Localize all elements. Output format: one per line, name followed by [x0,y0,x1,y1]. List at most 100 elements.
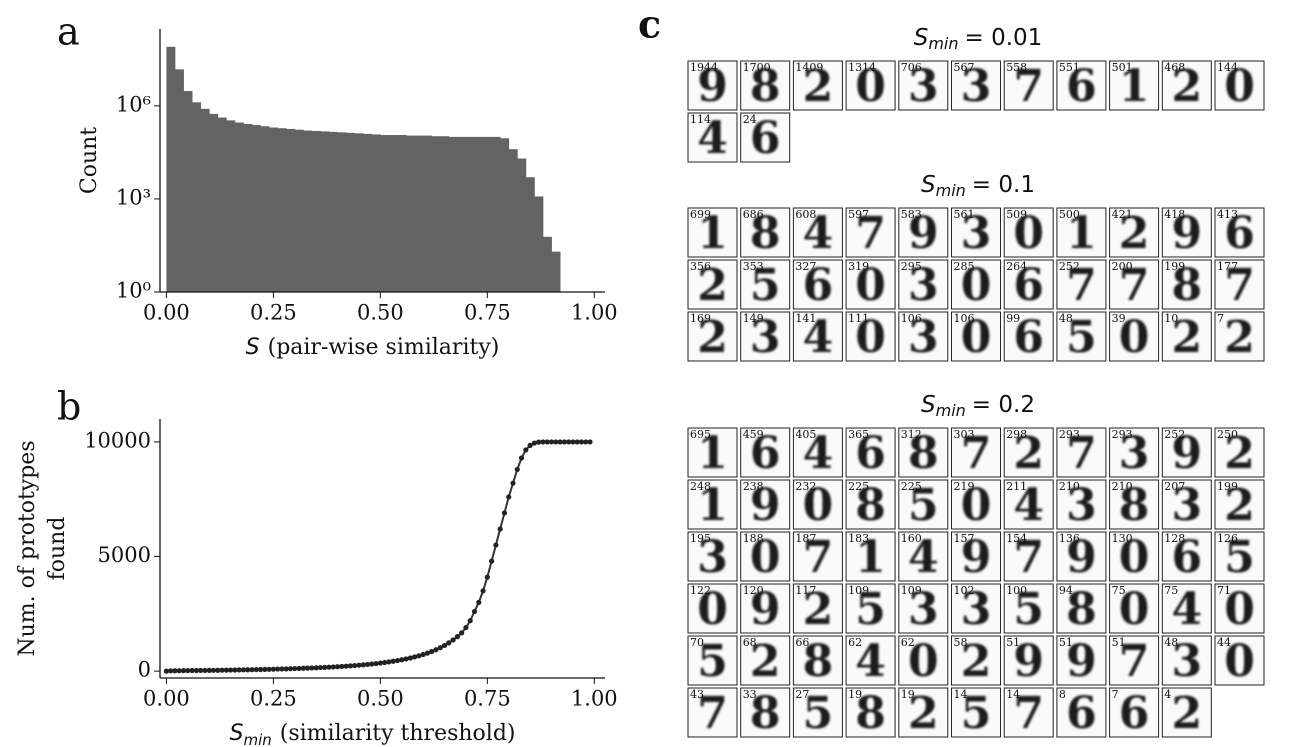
tile-count: 48 [1059,312,1073,325]
bar [397,134,407,292]
bar [542,236,552,292]
tile-digit: 9 [1171,428,1202,479]
prototype-tile: 24 [1161,687,1212,739]
tile-count: 33 [743,688,757,701]
label-text: (pair-wise similarity) [268,335,500,360]
marker [193,667,199,674]
marker [523,447,529,453]
label-subscript: min [243,731,271,747]
tile-count: 421 [1112,208,1133,221]
bar [226,120,236,292]
tile-digit: 5 [750,260,781,311]
bar [354,133,364,292]
tile-count: 154 [1006,532,1027,545]
marker [296,665,302,672]
tile-count: 68 [743,636,757,649]
prototype-tile: 462 [845,635,896,687]
tile-count: 1944 [690,61,718,74]
marker [317,664,324,671]
tile-frame [1056,635,1107,686]
tile-digit: 2 [697,312,728,363]
tile-frame [687,311,738,362]
tile-count: 62 [901,636,915,649]
bar [329,131,338,292]
tile-frame [1109,207,1160,258]
tile-frame [845,427,896,478]
tile-frame [740,259,791,310]
tile-digit: 2 [1013,428,1044,479]
tile-count: 219 [954,480,975,493]
tile-count: 312 [901,428,922,441]
x-tick-label: 1.00 [571,301,618,325]
tile-count: 27 [795,688,809,701]
bar [483,136,493,292]
bar [474,136,484,292]
prototype-tile: 743 [687,687,738,739]
tile-digit: 0 [803,480,834,531]
tile-frame [792,531,843,582]
tile-frame [1003,687,1054,738]
bar [363,133,373,292]
tile-frame [1214,427,1265,478]
tile-frame [845,687,896,738]
bar [311,130,321,292]
tile-frame [1056,311,1107,362]
tile-count: 130 [1112,532,1133,545]
tile-frame [1003,60,1054,111]
marker [287,666,294,672]
title-symbol: S [914,25,929,51]
prototype-tile: 514 [951,687,1001,739]
tile-frame [898,531,949,582]
marker [437,645,443,651]
tile-digit: 3 [1171,636,1202,687]
tile-digit: 0 [855,260,886,311]
tile-digit: 8 [908,428,939,479]
tile-frame [1003,427,1054,478]
y-tick-label: 0 [138,658,151,682]
tile-frame [687,687,738,738]
tile-frame [951,207,1001,258]
tile-count: 44 [1217,636,1231,649]
bar [269,127,279,292]
tile-digit: 6 [1119,688,1150,739]
tile-digit: 0 [961,480,992,531]
tile-digit: 4 [1013,480,1044,531]
tile-digit: 6 [1066,688,1097,739]
bar [431,136,441,292]
tile-frame [845,479,896,530]
tile-count: 120 [743,584,764,597]
y-axis-label: Count [77,127,102,194]
tile-frame [898,635,949,686]
prototype-tile: 062 [898,635,949,687]
tile-frame [1161,427,1212,478]
tile-frame [845,259,896,310]
tile-count: 126 [1217,532,1238,545]
bar [551,251,561,292]
marker [382,659,388,666]
tile-frame [687,207,738,258]
tile-digit: 3 [961,208,992,259]
tile-frame [1109,479,1160,530]
marker [300,665,306,671]
tile-frame [740,479,791,530]
tile-count: 608 [795,208,816,221]
marker [441,642,448,649]
bar [423,135,433,292]
tile-frame [792,311,843,362]
tile-digit: 8 [1066,584,1097,635]
tile-digit: 9 [1066,636,1097,687]
tile-frame [792,259,843,310]
